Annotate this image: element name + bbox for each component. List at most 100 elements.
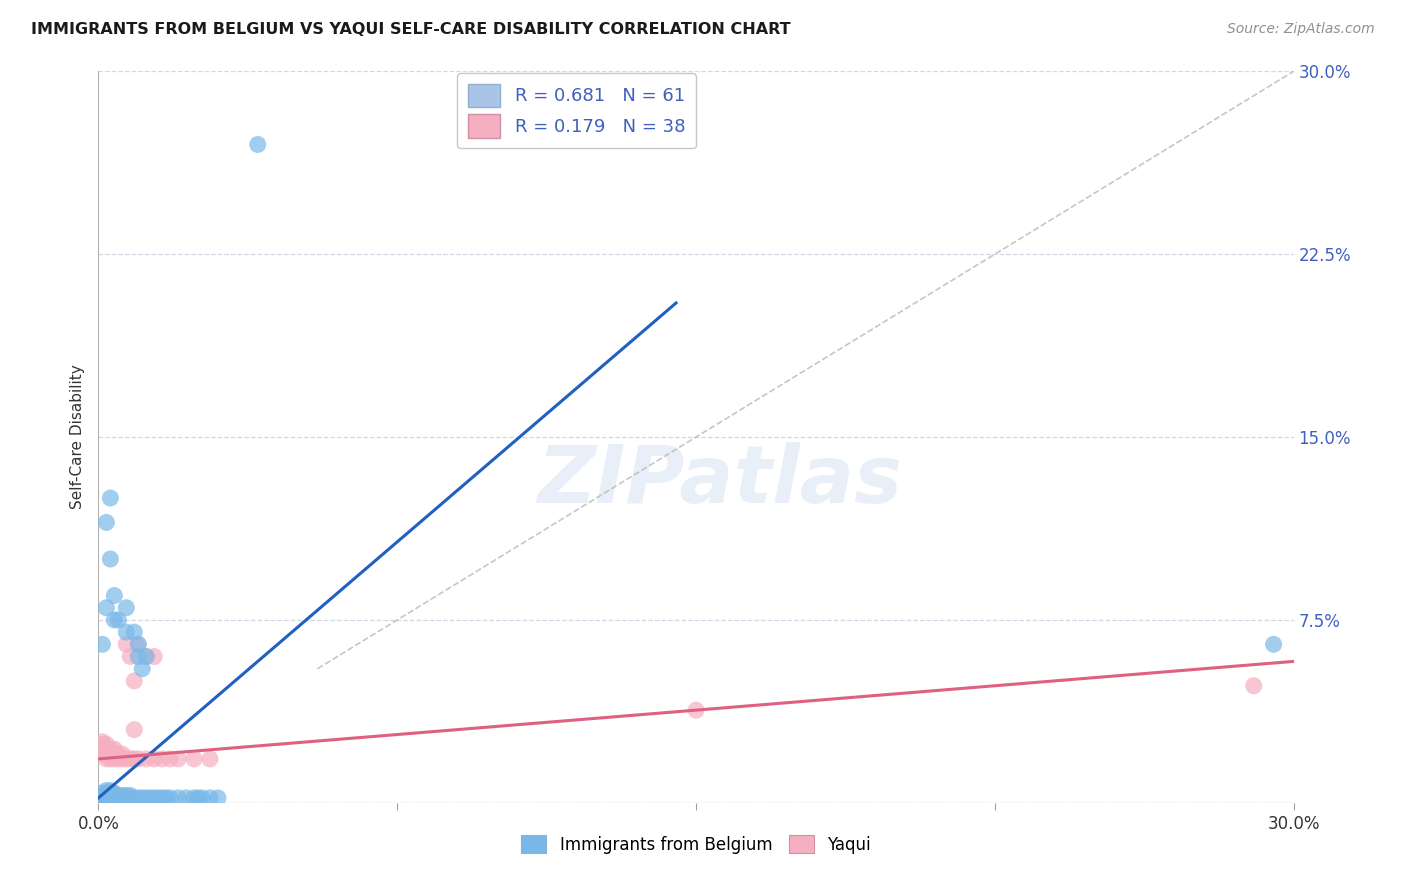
Point	[98, 742, 122, 756]
Legend: Immigrants from Belgium, Yaqui: Immigrants from Belgium, Yaqui	[515, 829, 877, 860]
Point	[107, 791, 129, 805]
Point	[96, 793, 118, 807]
Point	[91, 747, 114, 761]
Point	[103, 747, 125, 761]
Point	[1263, 637, 1285, 651]
Point	[187, 791, 209, 805]
Point	[96, 747, 118, 761]
Point	[124, 625, 146, 640]
Point	[107, 752, 129, 766]
Point	[98, 789, 122, 803]
Point	[96, 789, 118, 803]
Point	[103, 793, 125, 807]
Point	[127, 649, 149, 664]
Point	[91, 742, 114, 756]
Point	[207, 791, 229, 805]
Point	[111, 791, 134, 805]
Point	[91, 637, 114, 651]
Point	[685, 703, 707, 717]
Point	[143, 649, 166, 664]
Point	[91, 789, 114, 803]
Point	[96, 783, 118, 797]
Point	[98, 793, 122, 807]
Point	[111, 752, 134, 766]
Point	[135, 649, 157, 664]
Point	[98, 783, 122, 797]
Point	[124, 673, 146, 688]
Point	[91, 791, 114, 805]
Point	[111, 789, 134, 803]
Point	[124, 791, 146, 805]
Point	[127, 637, 149, 651]
Point	[115, 752, 138, 766]
Point	[120, 789, 142, 803]
Point	[115, 600, 138, 615]
Point	[191, 791, 214, 805]
Point	[98, 786, 122, 800]
Point	[96, 786, 118, 800]
Point	[124, 723, 146, 737]
Point	[115, 791, 138, 805]
Point	[103, 613, 125, 627]
Point	[120, 649, 142, 664]
Point	[139, 791, 162, 805]
Point	[91, 786, 114, 800]
Point	[115, 789, 138, 803]
Point	[183, 791, 205, 805]
Point	[98, 552, 122, 566]
Y-axis label: Self-Care Disability: Self-Care Disability	[69, 365, 84, 509]
Point	[111, 747, 134, 761]
Point	[135, 649, 157, 664]
Point	[107, 789, 129, 803]
Point	[131, 662, 153, 676]
Point	[131, 791, 153, 805]
Point	[115, 637, 138, 651]
Point	[159, 791, 181, 805]
Point	[198, 752, 221, 766]
Point	[98, 752, 122, 766]
Point	[103, 742, 125, 756]
Point	[103, 789, 125, 803]
Point	[143, 791, 166, 805]
Point	[159, 752, 181, 766]
Point	[96, 742, 118, 756]
Point	[120, 791, 142, 805]
Point	[167, 752, 190, 766]
Point	[150, 791, 173, 805]
Point	[115, 625, 138, 640]
Point	[124, 752, 146, 766]
Point	[127, 752, 149, 766]
Text: IMMIGRANTS FROM BELGIUM VS YAQUI SELF-CARE DISABILITY CORRELATION CHART: IMMIGRANTS FROM BELGIUM VS YAQUI SELF-CA…	[31, 22, 790, 37]
Point	[98, 791, 122, 805]
Point	[183, 752, 205, 766]
Point	[127, 637, 149, 651]
Point	[135, 752, 157, 766]
Point	[96, 737, 118, 751]
Point	[246, 137, 269, 152]
Point	[127, 791, 149, 805]
Point	[198, 791, 221, 805]
Point	[107, 747, 129, 761]
Point	[96, 791, 118, 805]
Point	[103, 786, 125, 800]
Point	[120, 752, 142, 766]
Point	[174, 791, 197, 805]
Point	[96, 752, 118, 766]
Point	[150, 752, 173, 766]
Point	[135, 791, 157, 805]
Text: ZIPatlas: ZIPatlas	[537, 442, 903, 520]
Point	[148, 791, 170, 805]
Point	[91, 793, 114, 807]
Point	[103, 752, 125, 766]
Point	[103, 791, 125, 805]
Point	[107, 793, 129, 807]
Point	[155, 791, 177, 805]
Point	[98, 491, 122, 505]
Text: Source: ZipAtlas.com: Source: ZipAtlas.com	[1227, 22, 1375, 37]
Point	[103, 589, 125, 603]
Point	[167, 791, 190, 805]
Point	[98, 747, 122, 761]
Point	[96, 600, 118, 615]
Point	[96, 516, 118, 530]
Point	[143, 752, 166, 766]
